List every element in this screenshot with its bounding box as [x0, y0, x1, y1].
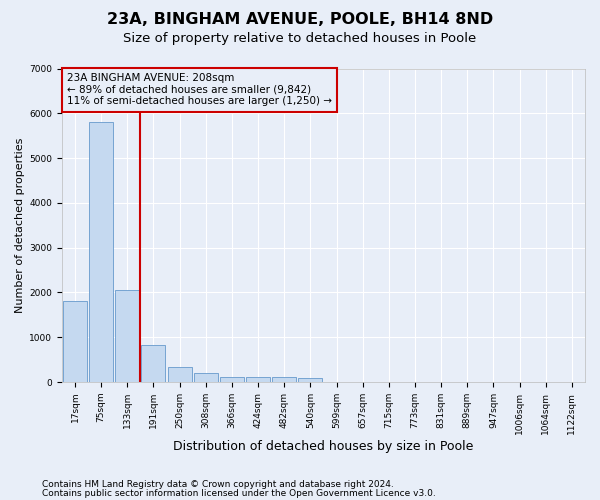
Bar: [272, 378, 296, 382]
Bar: [298, 378, 322, 382]
Text: 23A, BINGHAM AVENUE, POOLE, BH14 8ND: 23A, BINGHAM AVENUE, POOLE, BH14 8ND: [107, 12, 493, 28]
Bar: [89, 122, 113, 382]
Bar: [115, 290, 139, 382]
Text: Contains HM Land Registry data © Crown copyright and database right 2024.: Contains HM Land Registry data © Crown c…: [42, 480, 394, 489]
Bar: [194, 373, 218, 382]
Bar: [63, 302, 87, 382]
Text: 23A BINGHAM AVENUE: 208sqm
← 89% of detached houses are smaller (9,842)
11% of s: 23A BINGHAM AVENUE: 208sqm ← 89% of deta…: [67, 73, 332, 106]
Text: Size of property relative to detached houses in Poole: Size of property relative to detached ho…: [124, 32, 476, 45]
Bar: [246, 378, 270, 382]
X-axis label: Distribution of detached houses by size in Poole: Distribution of detached houses by size …: [173, 440, 473, 452]
Bar: [167, 367, 191, 382]
Bar: [142, 345, 166, 382]
Y-axis label: Number of detached properties: Number of detached properties: [15, 138, 25, 313]
Text: Contains public sector information licensed under the Open Government Licence v3: Contains public sector information licen…: [42, 490, 436, 498]
Bar: [220, 376, 244, 382]
